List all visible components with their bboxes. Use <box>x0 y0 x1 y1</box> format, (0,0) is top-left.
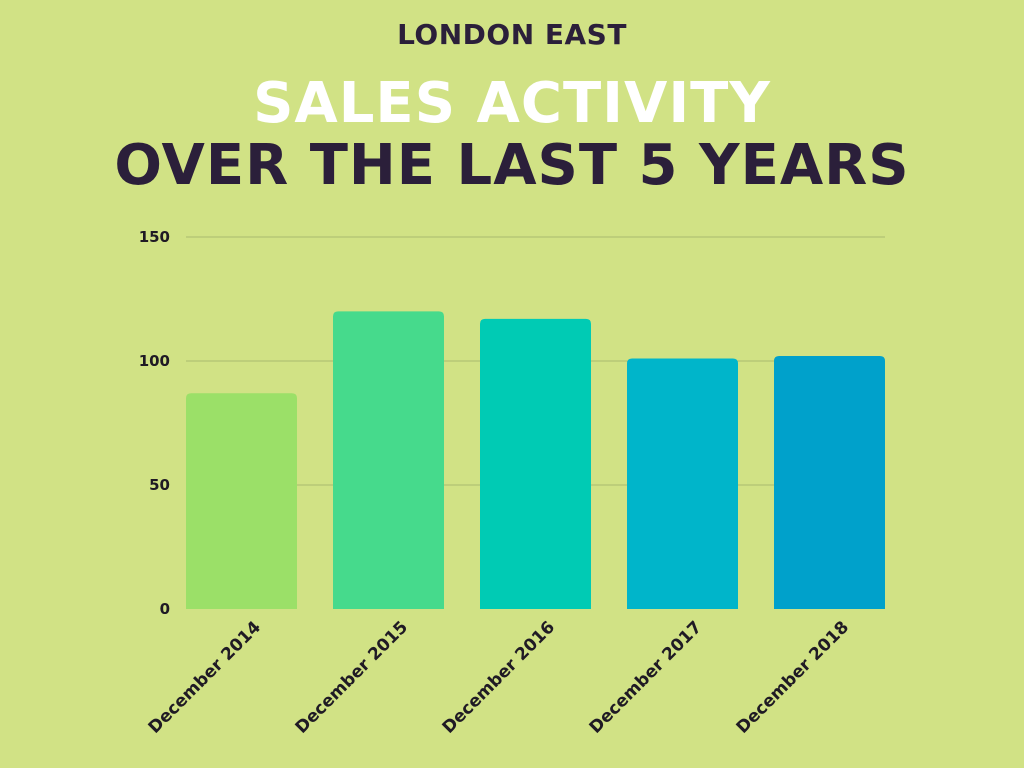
chart-title-line-2: OVER THE LAST 5 YEARS <box>114 133 910 198</box>
y-tick-label: 100 <box>139 352 170 370</box>
bar-december-2015 <box>333 311 444 609</box>
y-tick-label: 150 <box>139 228 170 246</box>
y-axis-ticks: 0 50 100 150 <box>139 228 170 618</box>
bar-december-2017 <box>627 358 738 609</box>
x-tick-label: December 2018 <box>733 617 853 737</box>
chart-title-line-1: SALES ACTIVITY <box>253 71 771 136</box>
x-tick-label: December 2014 <box>145 617 266 738</box>
bar-december-2014 <box>186 393 297 609</box>
y-tick-label: 50 <box>149 476 170 494</box>
bar-december-2016 <box>480 318 591 609</box>
x-tick-label: December 2017 <box>586 617 706 737</box>
x-axis-labels: December 2014 December 2015 December 2016 D… <box>145 617 853 738</box>
y-tick-label: 0 <box>160 600 170 618</box>
chart-subtitle: LONDON EAST <box>397 18 627 51</box>
x-tick-label: December 2015 <box>292 617 412 737</box>
bar-december-2018 <box>774 356 885 609</box>
bars <box>186 311 885 609</box>
x-tick-label: December 2016 <box>439 617 559 737</box>
